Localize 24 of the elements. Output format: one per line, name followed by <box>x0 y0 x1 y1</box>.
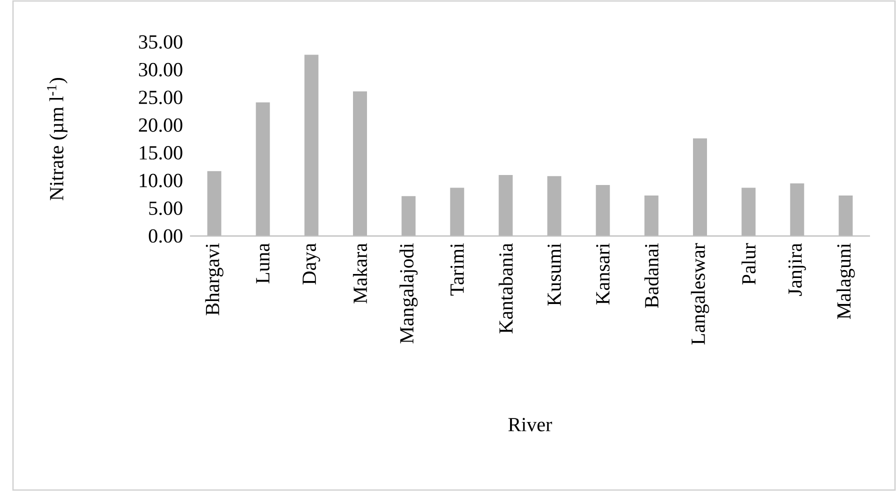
y-tick-label: 25.00 <box>138 90 182 104</box>
y-tick-label: 35.00 <box>139 35 182 49</box>
x-tick-label: Bhargavi <box>205 243 224 316</box>
x-tick-label: Kansari <box>596 243 610 305</box>
x-tick-label: Langaleswar <box>690 243 710 345</box>
x-tick-label: Luna <box>256 243 270 284</box>
x-tick-label: Kusumi <box>548 243 561 306</box>
x-tick-label: Tarimi <box>450 243 464 296</box>
x-tick-label: Mangalajodi <box>399 243 418 344</box>
x-tick-label: Badanai <box>644 243 658 308</box>
x-tick-label: Kantabania <box>498 243 513 334</box>
y-tick-label: 15.00 <box>140 146 182 160</box>
y-tick-label: 10.00 <box>140 174 182 188</box>
y-tick-label: 0.00 <box>148 229 182 243</box>
x-tick-label: Daya <box>302 243 320 285</box>
x-tick-label: Palur <box>742 243 756 285</box>
x-tick-label: Makara <box>352 243 368 304</box>
y-tick-label: 30.00 <box>139 62 182 77</box>
y-tick-label: 5.00 <box>149 201 182 216</box>
x-axis-title: River <box>508 418 552 432</box>
y-axis-title: Nitrate (µm l$^{-1}$) <box>47 78 68 200</box>
x-tick-label: Janjira <box>788 243 806 296</box>
x-tick-label: Malaguni <box>836 243 855 319</box>
y-tick-label: 20.00 <box>138 118 182 132</box>
